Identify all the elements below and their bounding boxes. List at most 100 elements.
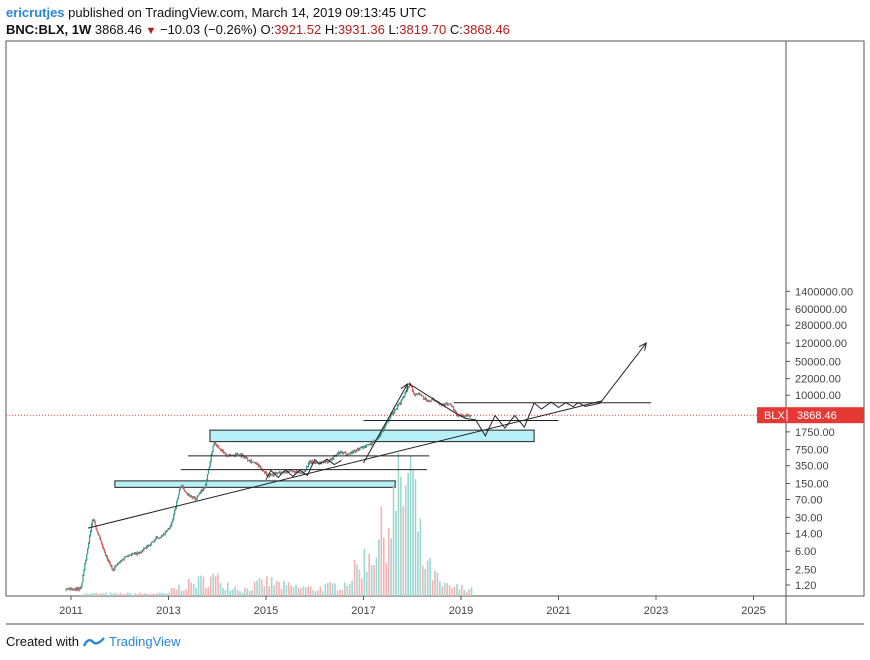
candle-body (219, 448, 221, 450)
candle-body (310, 460, 312, 463)
volume-bar (292, 587, 295, 596)
candle-body (302, 472, 304, 474)
candle-body (137, 552, 139, 554)
candle-body (81, 582, 83, 586)
candle-body (185, 491, 187, 493)
candle-body (144, 548, 146, 549)
candle-body (72, 588, 74, 590)
candle-body (307, 466, 309, 468)
candle-body (357, 448, 359, 450)
candle-body (315, 462, 317, 464)
candle-body (74, 588, 77, 590)
candle-body (100, 538, 102, 542)
volume-bar (468, 589, 470, 596)
candle-body (285, 471, 287, 473)
candle-body (297, 472, 299, 474)
candle-body (263, 471, 266, 473)
volume-bar (402, 506, 405, 596)
volume-bar (429, 557, 431, 596)
candle-body (101, 541, 103, 544)
candle-body (363, 447, 365, 449)
candle-body (338, 452, 341, 454)
y-tick-label: 280000.00 (795, 320, 847, 332)
close-value: 3868.46 (462, 22, 510, 37)
volume-bar (105, 592, 107, 596)
candle-body (316, 462, 318, 464)
candle-body (191, 496, 194, 498)
candle-body (183, 487, 185, 490)
candle-body (224, 452, 226, 455)
candle-body (181, 485, 183, 487)
candle-body (300, 472, 302, 474)
x-tick-label: 2017 (351, 605, 375, 617)
tradingview-brand[interactable]: TradingView (108, 634, 181, 649)
candle-body (131, 553, 133, 556)
candle-body (429, 401, 431, 402)
volume-bar (190, 582, 193, 596)
candle-body (136, 552, 138, 555)
candle-body (308, 461, 311, 464)
volume-bar (266, 575, 268, 596)
candle-body (176, 498, 179, 502)
candle-body (306, 466, 308, 470)
volume-bar (329, 581, 331, 596)
author-link[interactable]: ericrutjes (6, 5, 65, 20)
axes: 2011 2013 2015 2017 2019 2021 2023 2025 1400000.… (59, 286, 864, 617)
candle-body (123, 558, 125, 560)
volume-bar (200, 575, 202, 596)
candle-body (160, 535, 163, 538)
volume-bar (185, 589, 188, 596)
volume-bar (461, 584, 463, 596)
candle-body (211, 451, 213, 455)
candle-body (419, 393, 421, 395)
candle-body (91, 520, 93, 525)
candle-body (190, 496, 193, 498)
candle-body (259, 466, 261, 468)
candle-body (280, 471, 283, 473)
candle-body (65, 588, 67, 590)
candle-body (228, 454, 230, 456)
projection-path (363, 342, 647, 464)
footer: Created with TradingView (6, 634, 181, 649)
candle-body (220, 449, 223, 451)
volume-bar (110, 592, 112, 596)
volume-bar (390, 538, 392, 596)
volume-bar (124, 593, 127, 596)
candle-body (225, 454, 227, 456)
candle-body (390, 415, 392, 418)
y-tick-label: 350.00 (795, 461, 829, 473)
x-tick-label: 2021 (546, 605, 570, 617)
volume-bar (470, 587, 473, 596)
candle-body (453, 407, 455, 410)
candle-body (190, 496, 192, 498)
volume-bar (180, 590, 183, 596)
candle-body (467, 414, 469, 416)
candle-body (289, 470, 291, 473)
candle-body (428, 401, 430, 402)
candle-body (336, 454, 338, 456)
candle-body (70, 588, 72, 590)
candle-body (351, 451, 354, 454)
volume-bar (80, 594, 83, 596)
symbol-label: BNC:BLX, 1W (6, 22, 92, 37)
candle-body (99, 535, 101, 539)
candle-body (438, 403, 441, 405)
candle-body (161, 534, 164, 536)
volume-bar (278, 581, 280, 596)
volume-bar (202, 576, 205, 596)
volume-bar (287, 582, 290, 596)
candle-body (292, 470, 294, 472)
candle-body (382, 428, 385, 431)
open-value: 3921.52 (274, 22, 322, 37)
volume-bar (453, 586, 456, 596)
candle-body (229, 454, 231, 456)
volume-bar (309, 586, 312, 596)
candle-body (404, 392, 406, 397)
candle-body (409, 383, 411, 387)
volume-bar (149, 593, 151, 596)
candle-body (251, 461, 253, 463)
candle-body (309, 461, 312, 463)
candle-body (208, 466, 210, 471)
candle-body (160, 537, 162, 538)
